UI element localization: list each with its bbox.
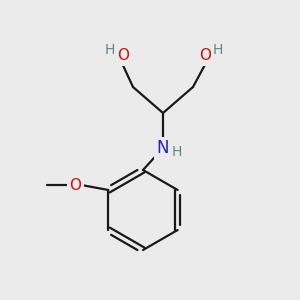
Text: O: O: [199, 49, 211, 64]
Text: H: H: [105, 43, 115, 57]
Text: H: H: [213, 43, 223, 57]
Text: H: H: [172, 145, 182, 159]
Text: O: O: [117, 49, 129, 64]
Text: O: O: [69, 178, 81, 193]
Text: N: N: [157, 139, 169, 157]
